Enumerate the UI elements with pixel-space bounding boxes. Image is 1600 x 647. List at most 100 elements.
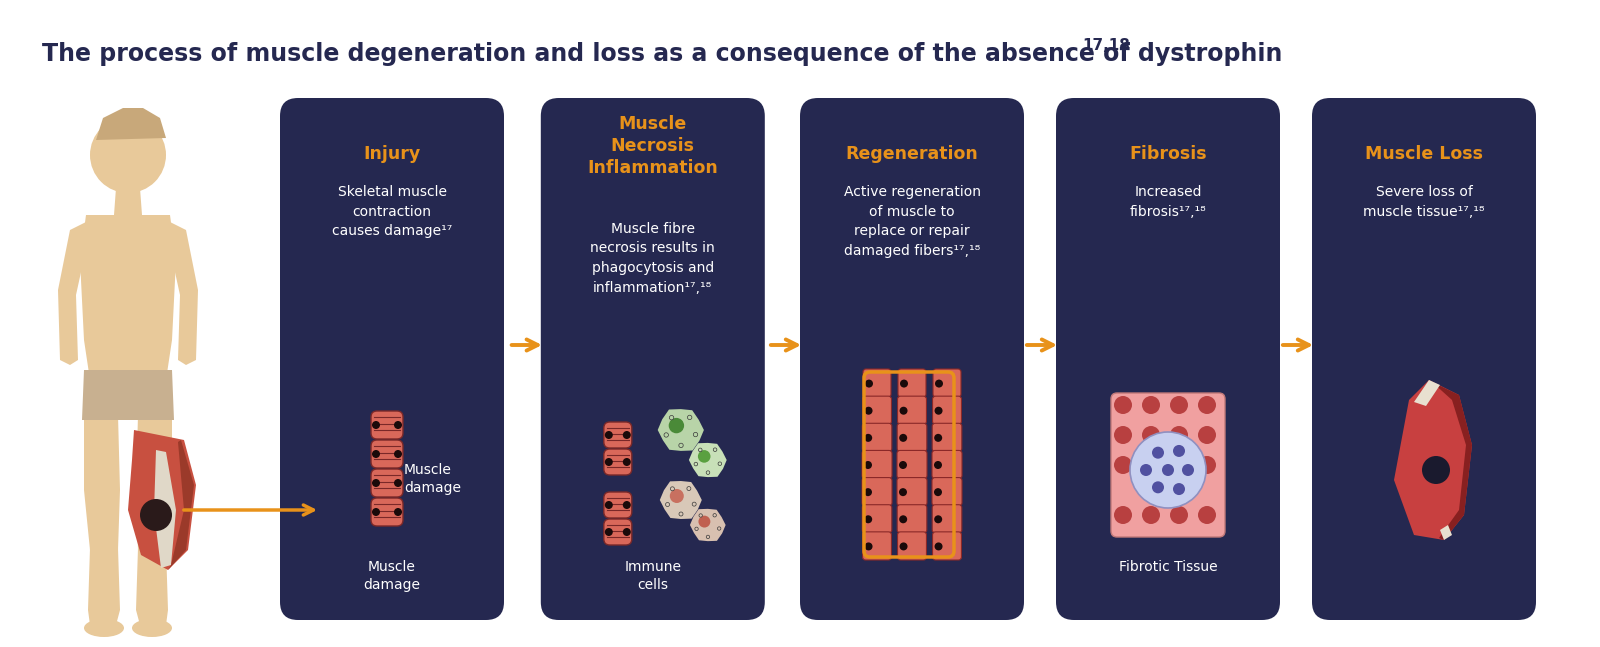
Circle shape	[622, 431, 630, 439]
Circle shape	[699, 516, 710, 527]
Circle shape	[622, 528, 630, 536]
Text: Muscle
damage: Muscle damage	[363, 560, 421, 593]
FancyBboxPatch shape	[931, 477, 962, 506]
Circle shape	[1152, 446, 1165, 459]
FancyBboxPatch shape	[371, 411, 403, 439]
Circle shape	[394, 508, 402, 516]
Polygon shape	[168, 440, 194, 570]
Circle shape	[371, 421, 381, 429]
Circle shape	[1162, 464, 1174, 476]
Circle shape	[934, 515, 942, 523]
Circle shape	[934, 380, 942, 388]
FancyBboxPatch shape	[933, 369, 962, 397]
Polygon shape	[114, 188, 142, 215]
FancyBboxPatch shape	[603, 492, 632, 518]
Text: Muscle Loss: Muscle Loss	[1365, 145, 1483, 163]
Circle shape	[1142, 426, 1160, 444]
Polygon shape	[136, 548, 168, 625]
Circle shape	[686, 487, 691, 490]
Circle shape	[693, 432, 698, 437]
FancyBboxPatch shape	[862, 396, 891, 424]
Circle shape	[622, 458, 630, 466]
FancyBboxPatch shape	[898, 396, 926, 424]
Circle shape	[678, 443, 683, 448]
Ellipse shape	[131, 619, 173, 637]
FancyBboxPatch shape	[933, 532, 962, 560]
Circle shape	[394, 450, 402, 458]
Circle shape	[1114, 506, 1133, 524]
Polygon shape	[690, 509, 726, 541]
Circle shape	[934, 434, 942, 442]
Circle shape	[666, 503, 669, 507]
FancyBboxPatch shape	[371, 440, 403, 468]
Text: 17,18: 17,18	[1082, 38, 1130, 53]
FancyBboxPatch shape	[862, 450, 893, 479]
Polygon shape	[82, 370, 174, 420]
Circle shape	[669, 415, 674, 420]
Circle shape	[394, 421, 402, 429]
Circle shape	[1198, 426, 1216, 444]
Circle shape	[1170, 426, 1187, 444]
Circle shape	[1142, 456, 1160, 474]
Circle shape	[90, 117, 166, 193]
Text: Fibrotic Tissue: Fibrotic Tissue	[1118, 560, 1218, 574]
Circle shape	[934, 488, 942, 496]
FancyBboxPatch shape	[898, 505, 926, 533]
FancyBboxPatch shape	[1312, 98, 1536, 620]
FancyBboxPatch shape	[898, 450, 926, 479]
Circle shape	[899, 515, 907, 523]
Circle shape	[605, 431, 613, 439]
Circle shape	[670, 487, 675, 491]
Circle shape	[688, 415, 691, 420]
FancyBboxPatch shape	[800, 98, 1024, 620]
Text: Muscle
damage: Muscle damage	[403, 463, 461, 495]
FancyBboxPatch shape	[898, 532, 926, 560]
Polygon shape	[690, 443, 726, 477]
Text: Severe loss of
muscle tissue¹⁷,¹⁸: Severe loss of muscle tissue¹⁷,¹⁸	[1363, 185, 1485, 219]
Circle shape	[622, 501, 630, 509]
Circle shape	[864, 515, 872, 523]
Circle shape	[901, 380, 909, 388]
Text: Muscle fibre
necrosis results in
phagocytosis and
inflammation¹⁷,¹⁸: Muscle fibre necrosis results in phagocy…	[590, 222, 715, 294]
Text: Skeletal muscle
contraction
causes damage¹⁷: Skeletal muscle contraction causes damag…	[331, 185, 453, 238]
Circle shape	[1142, 506, 1160, 524]
Text: Active regeneration
of muscle to
replace or repair
damaged fibers¹⁷,¹⁸: Active regeneration of muscle to replace…	[843, 185, 981, 258]
Circle shape	[1170, 506, 1187, 524]
FancyBboxPatch shape	[933, 423, 962, 452]
Text: Increased
fibrosis¹⁷,¹⁸: Increased fibrosis¹⁷,¹⁸	[1130, 185, 1206, 219]
Polygon shape	[659, 481, 702, 519]
Polygon shape	[154, 450, 176, 568]
Circle shape	[1198, 456, 1216, 474]
FancyBboxPatch shape	[862, 423, 891, 452]
FancyBboxPatch shape	[862, 477, 893, 506]
Circle shape	[1170, 396, 1187, 414]
Polygon shape	[58, 222, 88, 365]
Circle shape	[1114, 426, 1133, 444]
FancyBboxPatch shape	[1110, 393, 1226, 537]
Circle shape	[864, 542, 872, 551]
Polygon shape	[96, 108, 166, 140]
Circle shape	[864, 407, 872, 415]
Circle shape	[899, 434, 907, 442]
Circle shape	[864, 434, 872, 442]
FancyBboxPatch shape	[280, 98, 504, 620]
FancyBboxPatch shape	[862, 505, 891, 533]
Circle shape	[371, 450, 381, 458]
Text: The process of muscle degeneration and loss as a consequence of the absence of d: The process of muscle degeneration and l…	[42, 42, 1282, 66]
Polygon shape	[88, 548, 120, 625]
FancyBboxPatch shape	[371, 498, 403, 526]
Polygon shape	[1394, 380, 1472, 540]
Circle shape	[714, 448, 717, 452]
Circle shape	[699, 448, 702, 452]
Circle shape	[394, 479, 402, 487]
Circle shape	[1139, 464, 1152, 476]
Text: Muscle
Necrosis
Inflammation: Muscle Necrosis Inflammation	[587, 115, 718, 177]
Circle shape	[371, 508, 381, 516]
Circle shape	[864, 461, 872, 469]
Circle shape	[1170, 456, 1187, 474]
Circle shape	[605, 501, 613, 509]
Circle shape	[1114, 456, 1133, 474]
Circle shape	[717, 527, 722, 531]
Circle shape	[664, 433, 669, 437]
Circle shape	[1114, 396, 1133, 414]
